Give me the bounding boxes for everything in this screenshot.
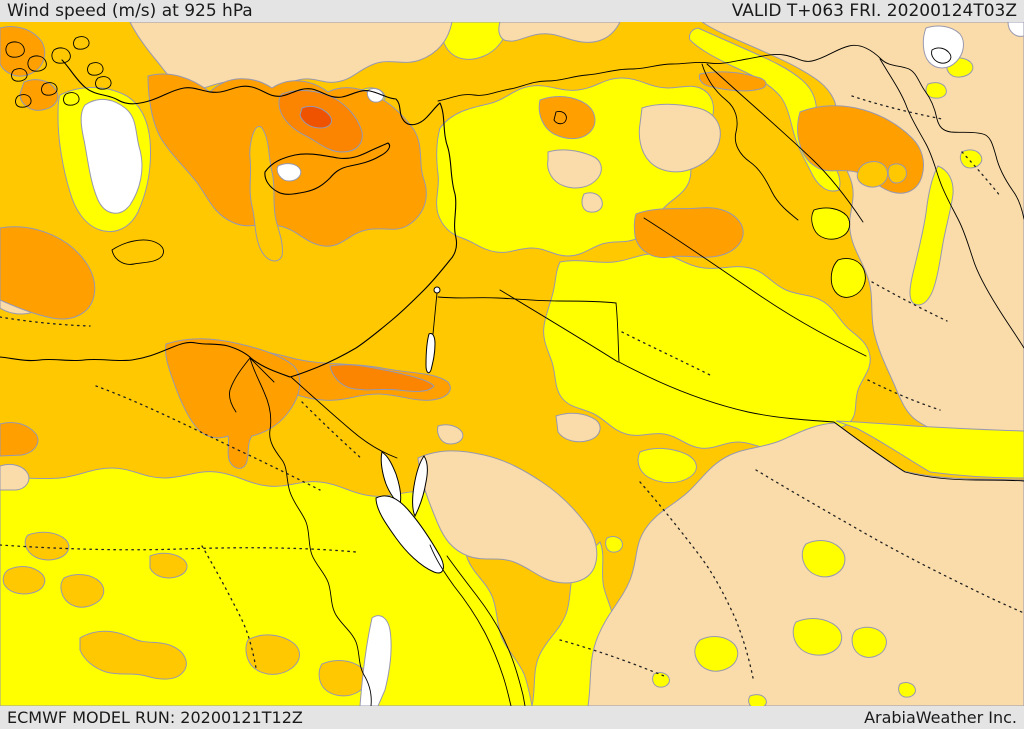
syria-jordan-border [437,296,617,304]
lake-assad [811,207,851,240]
white-calm-regions [81,22,1024,706]
map-title: Wind speed (m/s) at 925 hPa [7,1,253,21]
syria-iraq-border [706,63,864,223]
tigris-river [879,58,1024,349]
turkey-syria-border [437,44,1024,220]
egypt-israel-border [290,376,398,459]
mediterranean-coastline [0,59,458,378]
credit-label: ArabiaWeather Inc. [864,708,1017,727]
river-layer [229,47,1024,706]
gold-blob-regions [3,532,367,696]
lake-tharthar [830,258,866,298]
southeast-turkey-orange [148,74,426,246]
wind-maximum-core [300,106,332,128]
footer-bar: ECMWF MODEL RUN: 20200121T12Z ArabiaWeat… [0,706,1024,729]
sw-turkey-calm [81,99,142,213]
sinai-tan [418,451,597,583]
jordan-saudi-border [618,361,1024,482]
nile-river [249,357,372,706]
contour-fill-layer [0,22,1024,706]
iraq-yellow-wedge [836,421,1024,478]
jordan-iraq-border [643,217,867,357]
gulf-of-aqaba [412,455,428,518]
wind-speed-map [0,22,1024,706]
orange-band-regions [0,27,924,469]
model-run-label: ECMWF MODEL RUN: 20200121T12Z [7,708,303,727]
lake-van [931,47,952,64]
valid-time-label: VALID T+063 FRI. 20200124T03Z [731,1,1017,21]
nile-delta-orange [166,339,300,469]
cyprus-island [264,142,391,195]
sea-of-galilee [433,286,441,294]
jordan-river [432,292,438,335]
dotted-boundary-layer [0,95,1024,679]
euphrates-river [701,63,799,221]
header-bar: Wind speed (m/s) at 925 hPa VALID T+063 … [0,0,1024,22]
dead-sea [425,333,436,374]
northeast-tan [702,22,1024,462]
aegean-islands [5,36,164,265]
border-layer [290,44,1024,482]
map-canvas [0,22,1024,706]
coastline-layer [0,36,526,706]
red-sea [375,451,526,706]
yellow-fringe-regions [606,58,1024,706]
